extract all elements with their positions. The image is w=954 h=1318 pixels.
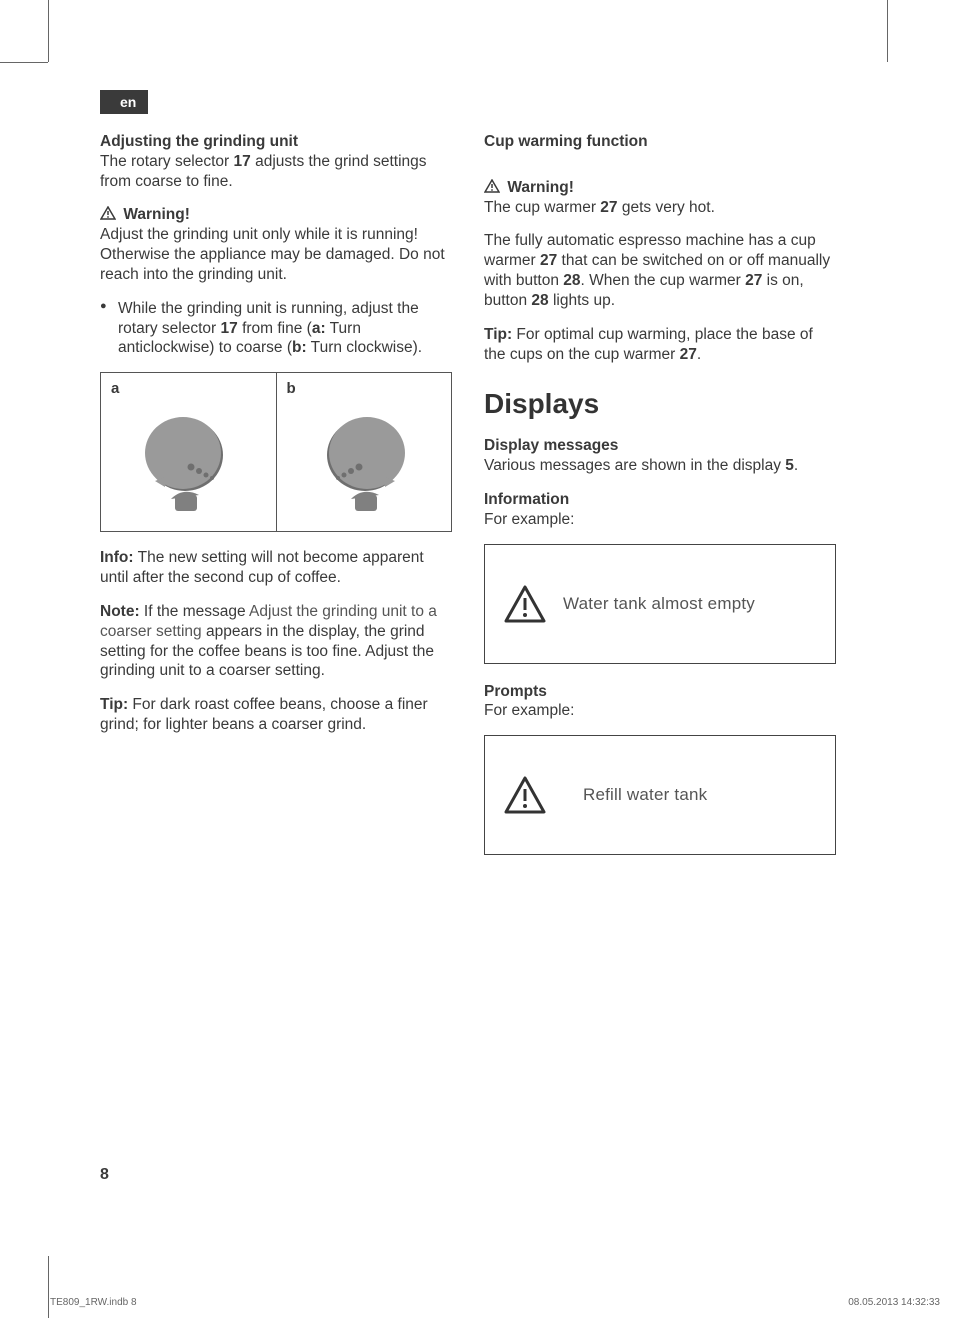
body-text: For example: [484,511,574,528]
warning-icon [484,179,500,193]
diagram-panel-b: b [276,373,452,531]
body-text: If the message [140,603,249,620]
display-example-info: Water tank almost empty [484,544,836,664]
warning-label: Warning! [507,179,574,196]
part-ref: 28 [531,292,548,309]
heading: Cup warming function [484,132,836,152]
body-text: Various messages are shown in the displa… [484,457,785,474]
note-label: Note: [100,603,140,620]
diagram-panel-a: a [101,373,276,531]
part-ref: 5 [785,457,794,474]
display-message: Refill water tank [583,784,707,806]
crop-mark [48,1256,49,1318]
warning-icon [100,206,116,220]
print-timestamp: 08.05.2013 14:32:33 [848,1297,940,1308]
paragraph: Prompts For example: [484,682,836,722]
warning-block: Warning! The cup warmer 27 gets very hot… [484,178,836,218]
print-footer: TE809_1RW.indb 8 08.05.2013 14:32:33 [50,1297,940,1308]
body-text: lights up. [549,292,615,309]
part-ref: 27 [540,252,557,269]
print-file: TE809_1RW.indb 8 [50,1297,137,1308]
paragraph: The fully automatic espresso machine has… [484,231,836,310]
body-text: from fine ( [238,320,312,337]
body-text: . When the cup warmer [581,272,746,289]
diagram-ref: b: [292,339,307,356]
crop-mark [48,0,49,62]
info-label: Info: [100,549,134,566]
body-text: gets very hot. [618,199,715,216]
heading: Information [484,491,569,508]
body-text: The new setting will not become apparent… [100,549,424,586]
display-example-prompt: Refill water tank [484,735,836,855]
part-ref: 27 [745,272,762,289]
section-heading: Displays [484,386,836,422]
crop-mark [887,0,888,62]
warning-block: Warning! Adjust the grinding unit only w… [100,205,452,284]
page-number: 8 [100,1166,109,1184]
heading: Display messages [484,437,618,454]
body-text: Adjust the grinding unit only while it i… [100,226,445,283]
tip-block: Tip: For dark roast coffee beans, choose… [100,695,452,735]
paragraph: Display messages Various messages are sh… [484,436,836,476]
heading: Prompts [484,683,547,700]
part-ref: 27 [680,346,697,363]
part-ref: 27 [600,199,617,216]
part-ref: 17 [221,320,238,337]
warning-label: Warning! [123,206,190,223]
body-text: The rotary selector [100,153,234,170]
panel-label: b [287,379,296,398]
knob-clockwise-icon [309,409,419,519]
body-text: For dark roast coffee beans, choose a fi… [100,696,428,733]
crop-mark [0,62,48,63]
knob-anticlockwise-icon [133,409,243,519]
diagram-ref: a: [312,320,326,337]
right-column: Cup warming function Warning! The cup wa… [484,132,836,873]
display-message: Water tank almost empty [563,593,755,615]
warning-icon [503,584,547,624]
section-title: Adjusting the grinding unit The rotary s… [100,132,452,191]
tip-label: Tip: [484,326,512,343]
tip-label: Tip: [100,696,128,713]
left-column: Adjusting the grinding unit The rotary s… [100,132,452,873]
paragraph: Information For example: [484,490,836,530]
part-ref: 17 [234,153,251,170]
body-text: Turn clockwise). [307,339,422,356]
list-item: While the grinding unit is running, adju… [100,299,452,358]
warning-icon [503,775,547,815]
body-text: . [697,346,701,363]
body-text: For optimal cup warming, place the base … [484,326,813,363]
body-text: For example: [484,702,574,719]
part-ref: 28 [563,272,580,289]
body-text: . [794,457,798,474]
bullet-list: While the grinding unit is running, adju… [100,299,452,358]
grinding-diagram: a b [100,372,452,532]
two-column-layout: Adjusting the grinding unit The rotary s… [100,132,836,873]
panel-label: a [111,379,119,398]
document-page: en Adjusting the grinding unit The rotar… [48,62,888,1252]
tip-block: Tip: For optimal cup warming, place the … [484,325,836,365]
info-block: Info: The new setting will not become ap… [100,548,452,588]
language-tag: en [100,90,148,114]
heading: Adjusting the grinding unit [100,133,298,150]
note-block: Note: If the message Adjust the grinding… [100,602,452,681]
body-text: The cup warmer [484,199,600,216]
